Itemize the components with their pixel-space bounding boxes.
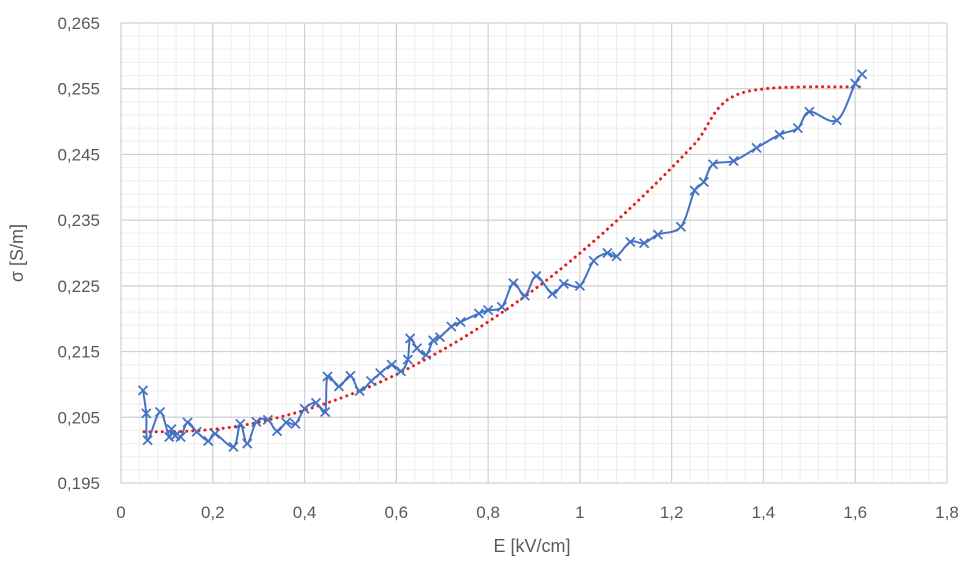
data-point bbox=[558, 278, 569, 290]
data-point bbox=[707, 159, 719, 170]
data-point bbox=[427, 335, 439, 346]
x-tick-label: 0,8 bbox=[476, 503, 500, 522]
data-point bbox=[242, 438, 253, 449]
y-axis-tick-labels: 0,195 0,205 0,215 0,225 0,235 0,245 0,255 0,265 bbox=[57, 14, 100, 493]
data-point bbox=[698, 176, 709, 188]
data-point bbox=[164, 431, 175, 443]
x-tick-label: 0,4 bbox=[293, 503, 317, 522]
data-point bbox=[262, 414, 273, 426]
data-point bbox=[320, 406, 331, 418]
data-point bbox=[281, 417, 292, 428]
y-axis-title: σ [S/m] bbox=[7, 224, 27, 282]
y-tick-label: 0,255 bbox=[57, 80, 100, 99]
data-point bbox=[402, 354, 413, 365]
x-tick-label: 0 bbox=[116, 503, 125, 522]
x-tick-label: 1,4 bbox=[752, 503, 776, 522]
data-point bbox=[395, 366, 407, 377]
data-point bbox=[638, 238, 650, 249]
x-tick-label: 1,8 bbox=[935, 503, 959, 522]
data-point bbox=[792, 123, 803, 134]
trendline bbox=[142, 85, 866, 434]
data-point bbox=[290, 418, 301, 429]
data-point bbox=[322, 371, 333, 382]
y-tick-label: 0,265 bbox=[57, 14, 100, 33]
data-point bbox=[574, 280, 586, 291]
y-tick-label: 0,215 bbox=[57, 343, 100, 362]
x-tick-label: 1,6 bbox=[843, 503, 867, 522]
data-point bbox=[228, 441, 239, 452]
data-point bbox=[235, 418, 246, 429]
data-point bbox=[611, 251, 622, 262]
y-tick-label: 0,195 bbox=[57, 474, 100, 493]
data-point bbox=[625, 236, 636, 247]
data-point bbox=[345, 370, 356, 382]
x-tick-label: 0,6 bbox=[385, 503, 409, 522]
x-tick-label: 1 bbox=[575, 503, 584, 522]
data-point bbox=[728, 155, 739, 167]
x-axis-title: E [kV/cm] bbox=[493, 536, 570, 556]
data-point bbox=[365, 376, 377, 387]
data-point bbox=[602, 247, 613, 259]
data-point bbox=[209, 428, 221, 439]
data-point bbox=[531, 270, 542, 282]
data-point bbox=[547, 288, 558, 299]
data-point bbox=[182, 417, 193, 428]
y-tick-label: 0,235 bbox=[57, 211, 100, 230]
data-point bbox=[751, 142, 762, 153]
x-tick-label: 1,2 bbox=[660, 503, 684, 522]
data-point bbox=[191, 426, 202, 437]
y-tick-label: 0,205 bbox=[57, 408, 100, 427]
data-point bbox=[446, 321, 457, 332]
data-point bbox=[299, 403, 310, 414]
data-point bbox=[386, 359, 397, 370]
data-point bbox=[142, 435, 153, 446]
data-point bbox=[411, 343, 423, 354]
data-point bbox=[652, 229, 664, 240]
data-point bbox=[333, 381, 345, 392]
data-point bbox=[508, 278, 519, 289]
data-point bbox=[141, 408, 152, 419]
data-point bbox=[496, 301, 508, 313]
data-point bbox=[675, 221, 686, 232]
data-point bbox=[473, 308, 485, 319]
data-point bbox=[271, 425, 283, 437]
data-point bbox=[831, 115, 843, 126]
x-axis-tick-labels: 0 0,2 0,4 0,6 0,8 1 1,2 1,4 1,6 1,8 bbox=[116, 503, 959, 522]
data-point bbox=[519, 290, 530, 301]
data-point bbox=[850, 78, 861, 89]
data-point bbox=[588, 255, 599, 267]
data-point bbox=[251, 416, 262, 428]
data-point bbox=[404, 333, 416, 344]
y-tick-label: 0,225 bbox=[57, 277, 100, 296]
data-point bbox=[175, 431, 186, 443]
data-point bbox=[689, 185, 700, 196]
data-point bbox=[421, 349, 432, 360]
data-point bbox=[354, 385, 365, 397]
data-point bbox=[774, 129, 785, 140]
data-point bbox=[137, 385, 149, 396]
data-point bbox=[455, 316, 466, 328]
y-tick-label: 0,245 bbox=[57, 145, 100, 164]
data-point bbox=[166, 423, 177, 435]
data-point bbox=[375, 368, 386, 379]
data-point bbox=[804, 106, 815, 117]
data-point bbox=[434, 331, 446, 343]
data-point bbox=[154, 406, 166, 418]
series-layer bbox=[137, 69, 868, 452]
data-point bbox=[310, 397, 322, 408]
data-point bbox=[856, 69, 868, 80]
x-tick-label: 0,2 bbox=[201, 503, 225, 522]
data-point bbox=[482, 305, 494, 316]
